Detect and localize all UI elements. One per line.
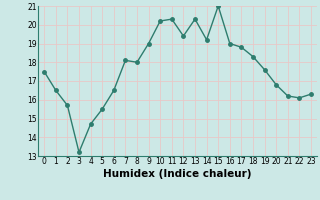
X-axis label: Humidex (Indice chaleur): Humidex (Indice chaleur) (103, 169, 252, 179)
